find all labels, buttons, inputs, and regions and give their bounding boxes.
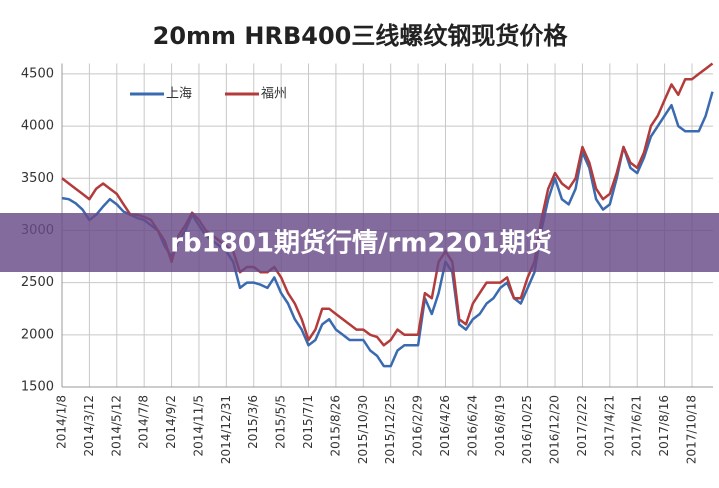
x-tick-label: 2017/8/16 <box>657 395 671 457</box>
x-tick-label: 2015/12/25 <box>383 395 397 464</box>
x-tick-label: 2014/1/8 <box>55 395 69 449</box>
x-tick-label: 2014/12/31 <box>219 395 233 464</box>
banner <box>0 213 719 272</box>
y-tick-label: 2500 <box>21 275 54 290</box>
x-tick-label: 2016/10/25 <box>520 395 534 464</box>
legend-label: 上海 <box>166 87 192 102</box>
y-tick-label: 2000 <box>21 327 54 342</box>
y-tick-label: 4500 <box>21 66 54 81</box>
x-tick-label: 2015/7/1 <box>301 395 315 449</box>
x-tick-label: 2015/10/30 <box>356 395 370 464</box>
x-tick-label: 2015/5/5 <box>274 395 288 449</box>
x-tick-label: 2016/4/26 <box>438 395 452 457</box>
chart-title: 20mm HRB400三线螺纹钢现货价格 <box>153 22 569 50</box>
x-tick-label: 2014/11/5 <box>191 395 205 457</box>
x-tick-label: 2016/2/29 <box>411 395 425 457</box>
x-tick-label: 2017/4/21 <box>602 395 616 457</box>
x-tick-label: 2016/6/24 <box>465 395 479 457</box>
x-tick-label: 2014/3/12 <box>82 395 96 457</box>
x-tick-label: 2015/3/6 <box>246 395 260 449</box>
x-tick-label: 2017/10/18 <box>685 395 699 464</box>
y-tick-label: 4000 <box>21 119 54 134</box>
y-tick-label: 3500 <box>21 171 54 186</box>
legend-label: 福州 <box>261 87 287 102</box>
x-tick-label: 2014/9/2 <box>164 395 178 449</box>
x-tick-label: 2014/7/8 <box>137 395 151 449</box>
x-tick-label: 2017/2/22 <box>575 395 589 457</box>
x-tick-label: 2014/5/12 <box>109 395 123 457</box>
y-tick-label: 1500 <box>21 380 54 395</box>
x-tick-label: 2016/12/20 <box>548 395 562 464</box>
x-tick-label: 2015/8/26 <box>328 395 342 457</box>
x-tick-label: 2016/8/19 <box>493 395 507 457</box>
banner-text: rb1801期货行情/rm2201期货 <box>170 228 552 259</box>
x-tick-label: 2017/6/21 <box>630 395 644 457</box>
